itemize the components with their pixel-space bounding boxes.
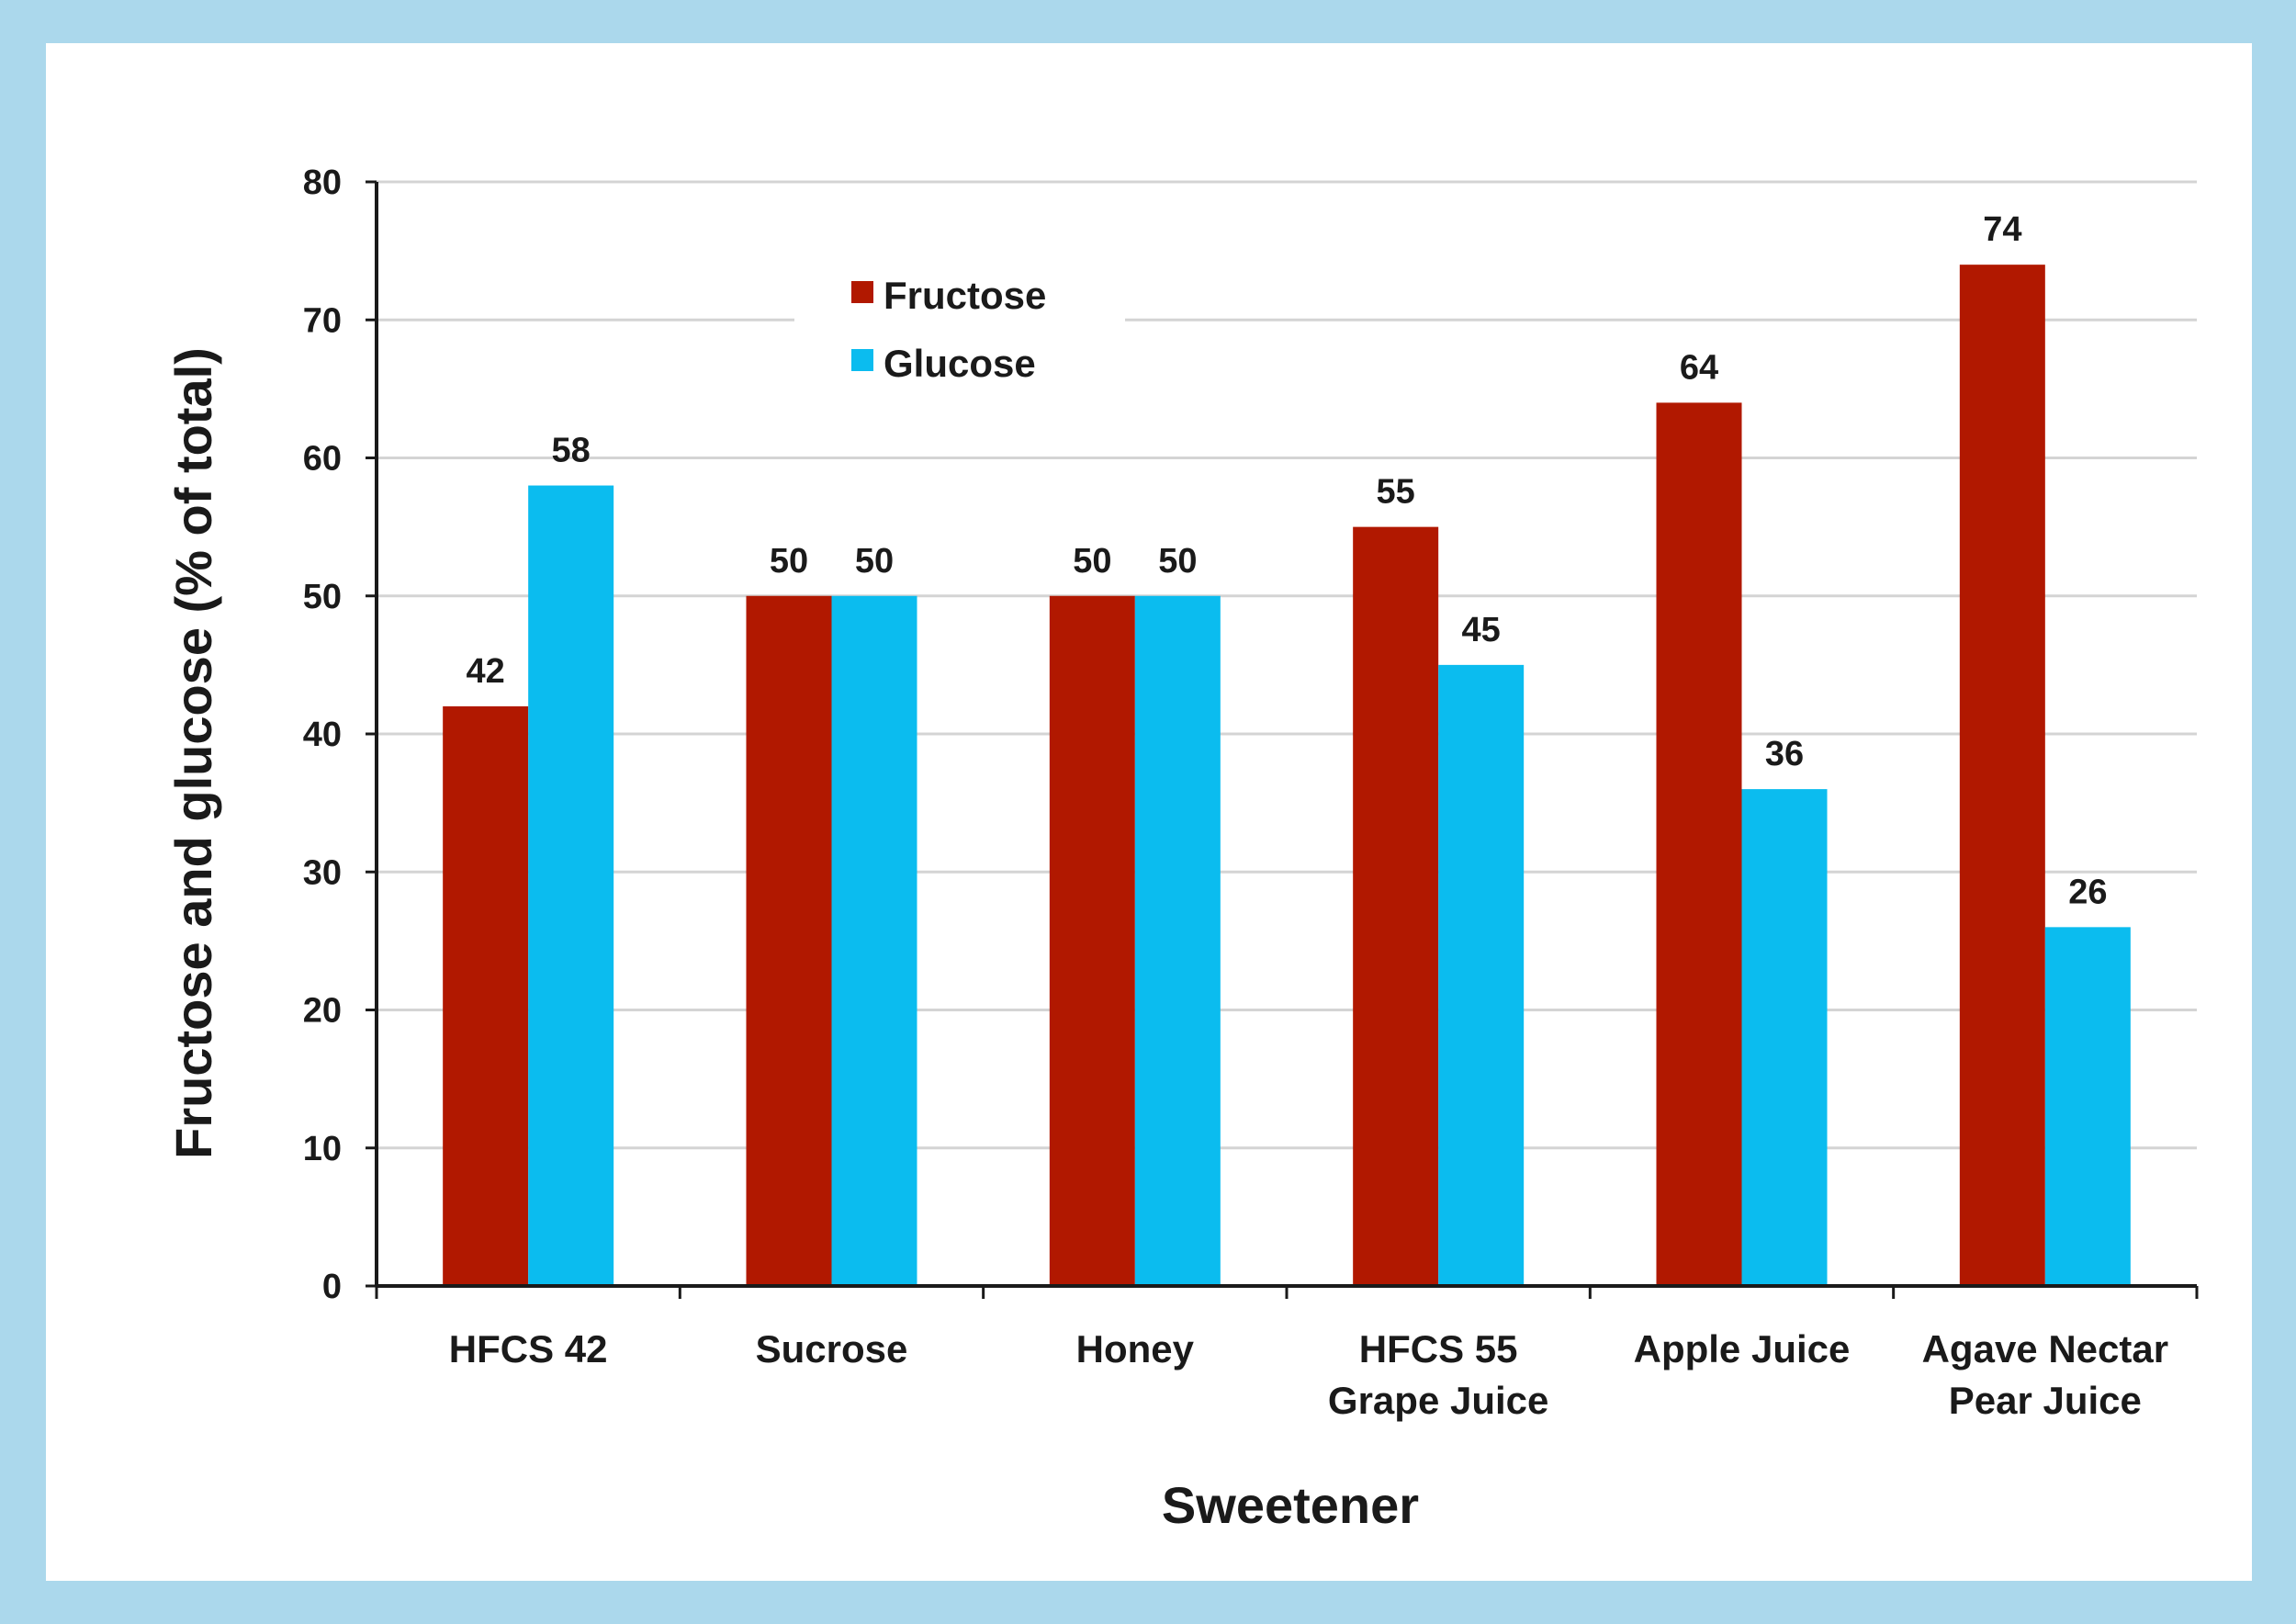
bar-fructose: [746, 595, 832, 1286]
bar-fructose: [1049, 595, 1135, 1286]
y-tick-label: 70: [303, 301, 342, 340]
bar-glucose: [1438, 664, 1525, 1286]
bar-fructose: [443, 705, 529, 1286]
data-label-glucose: 36: [1765, 735, 1804, 773]
y-tick-label: 20: [303, 992, 342, 1031]
category-label: Sucrose: [756, 1327, 908, 1370]
y-tick-label: 80: [303, 164, 342, 202]
x-axis-title: Sweetener: [1162, 1476, 1419, 1534]
bar-fructose: [1656, 402, 1742, 1286]
legend-swatch-glucose: [851, 349, 873, 371]
gridlines: [377, 180, 2197, 1150]
data-label-glucose: 58: [552, 432, 591, 470]
data-label-fructose: 42: [467, 652, 505, 691]
bar-glucose: [831, 595, 917, 1286]
category-label: Pear Juice: [1949, 1379, 2142, 1422]
data-label-fructose: 74: [1983, 210, 2021, 249]
data-label-fructose: 55: [1377, 473, 1415, 512]
category-label: HFCS 42: [449, 1327, 608, 1370]
category-label: Honey: [1076, 1327, 1195, 1370]
legend-label-glucose: Glucose: [884, 342, 1036, 385]
legend-label-fructose: Fructose: [884, 274, 1046, 317]
bar-glucose: [528, 485, 614, 1286]
data-label-fructose: 50: [1073, 542, 1111, 581]
y-tick-label: 30: [303, 853, 342, 892]
data-label-fructose: 64: [1680, 348, 1718, 387]
data-label-glucose: 45: [1462, 611, 1501, 649]
y-axis-title: Fructose and glucose (% of total): [164, 347, 222, 1159]
bar-fructose: [1353, 526, 1439, 1286]
bar-fructose: [1959, 265, 2045, 1286]
category-label: Apple Juice: [1634, 1327, 1851, 1370]
y-tick-label: 50: [303, 578, 342, 616]
bar-glucose: [2044, 927, 2131, 1286]
bar-glucose: [1134, 595, 1221, 1286]
y-tick-label: 0: [322, 1268, 342, 1306]
legend: Fructose Glucose: [794, 274, 1125, 393]
bars: [443, 265, 2131, 1286]
y-tick-label: 40: [303, 716, 342, 754]
axes: [366, 180, 2199, 1299]
y-tick-label: 60: [303, 440, 342, 479]
data-label-glucose: 26: [2068, 873, 2107, 911]
category-label: HFCS 55: [1359, 1327, 1518, 1370]
y-tick-label: 10: [303, 1130, 342, 1168]
category-label: Agave Nectar: [1922, 1327, 2168, 1370]
data-label-glucose: 50: [855, 542, 894, 581]
legend-swatch-fructose: [851, 281, 873, 303]
labels: 0 10 20 30 40 50 60 70 80 42 58 HFCS 42 50 50 Sucrose 5…: [303, 164, 2168, 1422]
data-label-glucose: 50: [1158, 542, 1197, 581]
category-label: Grape Juice: [1328, 1379, 1548, 1422]
bar-glucose: [1741, 789, 1828, 1286]
data-label-fructose: 50: [770, 542, 808, 581]
